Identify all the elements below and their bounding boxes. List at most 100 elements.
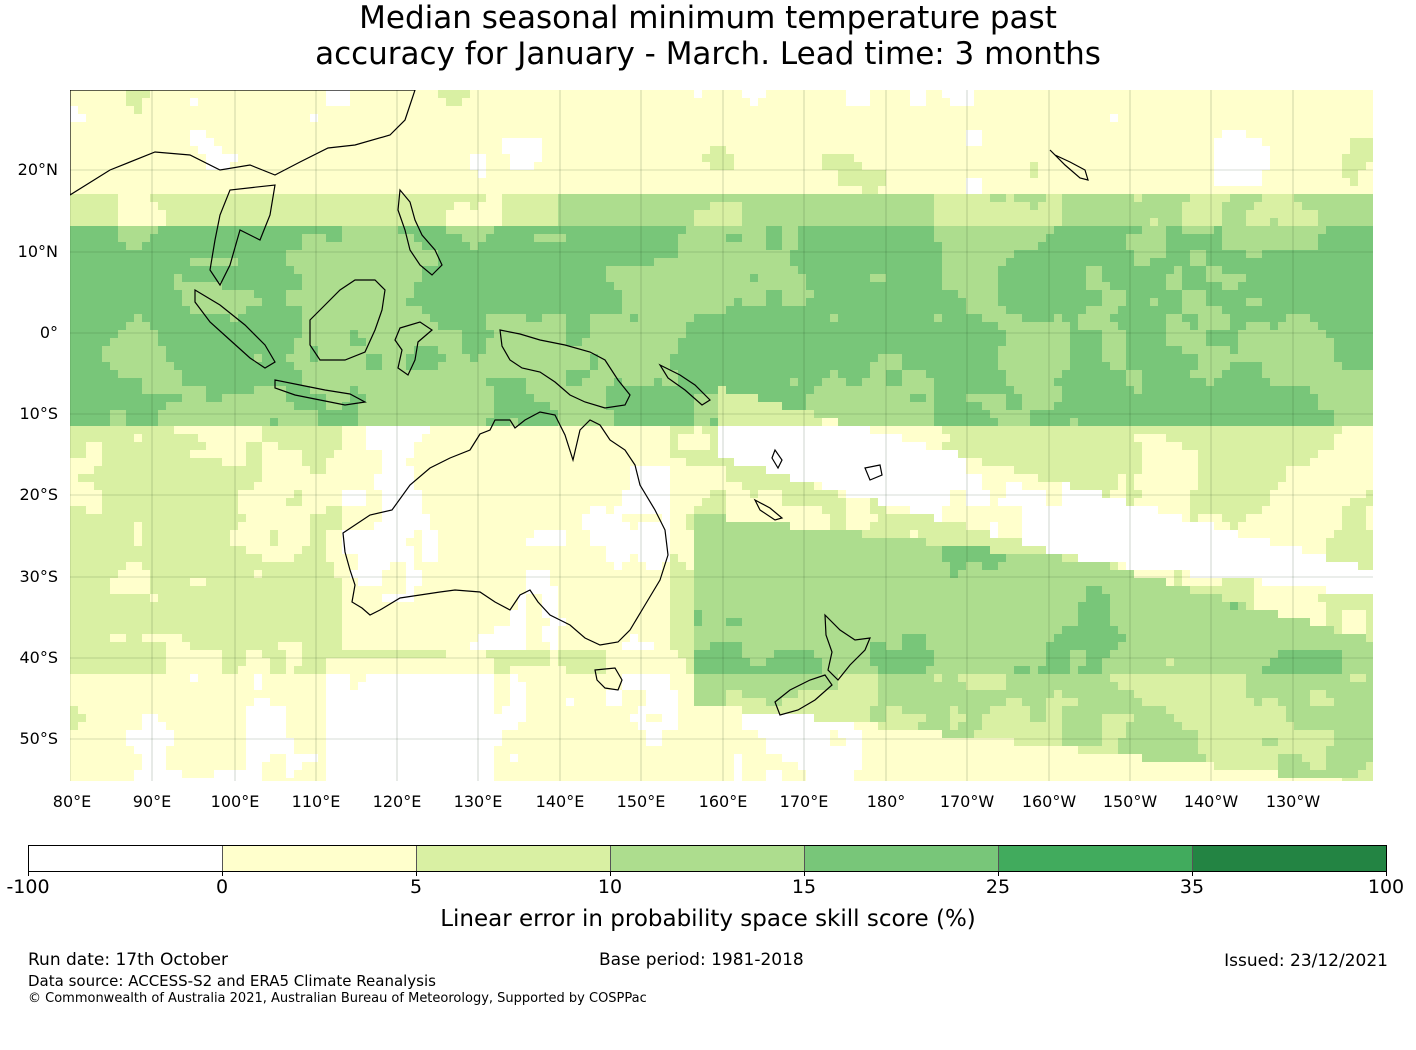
raster-cell [1126,90,1134,98]
raster-cell [966,242,974,250]
raster-cell [1166,250,1174,258]
raster-cell [70,298,78,306]
raster-cell [1230,210,1238,218]
raster-cell [766,322,774,330]
raster-cell [414,154,422,162]
raster-cell [134,130,142,138]
raster-cell [878,226,886,234]
raster-cell [830,90,838,98]
raster-cell [1318,202,1326,210]
raster-cell [1358,218,1366,226]
raster-cell [1262,106,1270,114]
raster-cell [1270,178,1278,186]
raster-cell [278,194,286,202]
raster-cell [1326,154,1334,162]
raster-cell [382,274,390,282]
raster-cell [78,146,86,154]
raster-cell [1094,194,1102,202]
raster-cell [414,250,422,258]
raster-cell [934,90,942,98]
raster-cell [894,258,902,266]
raster-cell [926,282,934,290]
raster-cell [822,98,830,106]
raster-cell [974,314,982,322]
raster-cell [294,282,302,290]
raster-cell [1350,178,1358,186]
raster-cell [1102,202,1110,210]
raster-cell [94,178,102,186]
raster-cell [1334,106,1342,114]
raster-cell [1302,122,1310,130]
raster-cell [470,170,478,178]
raster-cell [454,98,462,106]
raster-cell [150,186,158,194]
raster-cell [926,146,934,154]
raster-cell [862,210,870,218]
raster-cell [678,242,686,250]
raster-cell [1230,258,1238,266]
raster-cell [118,258,126,266]
raster-cell [422,282,430,290]
raster-cell [734,194,742,202]
raster-cell [734,234,742,242]
raster-cell [478,210,486,218]
raster-cell [158,138,166,146]
raster-cell [1198,178,1206,186]
raster-cell [1190,98,1198,106]
raster-cell [94,306,102,314]
raster-cell [1246,258,1254,266]
raster-cell [1014,306,1022,314]
raster-cell [870,330,878,338]
raster-cell [1358,162,1366,170]
raster-cell [886,314,894,322]
raster-cell [606,154,614,162]
raster-cell [846,178,854,186]
raster-cell [638,290,646,298]
raster-cell [1070,282,1078,290]
raster-cell [798,258,806,266]
raster-cell [558,218,566,226]
raster-cell [662,298,670,306]
raster-cell [1030,106,1038,114]
raster-cell [462,282,470,290]
raster-cell [302,330,310,338]
raster-cell [94,138,102,146]
raster-cell [278,266,286,274]
raster-cell [574,330,582,338]
raster-cell [654,258,662,266]
raster-cell [806,210,814,218]
raster-cell [246,226,254,234]
raster-cell [1238,106,1246,114]
raster-cell [1126,114,1134,122]
raster-cell [406,218,414,226]
raster-cell [1366,314,1373,322]
raster-cell [734,258,742,266]
raster-cell [102,122,110,130]
raster-cell [214,290,222,298]
raster-cell [1150,138,1158,146]
raster-cell [1054,314,1062,322]
raster-cell [422,210,430,218]
raster-cell [726,306,734,314]
raster-cell [710,130,718,138]
raster-cell [390,242,398,250]
raster-cell [638,258,646,266]
raster-cell [1134,202,1142,210]
raster-cell [1278,202,1286,210]
raster-cell [470,330,478,338]
raster-cell [1350,290,1358,298]
raster-cell [990,106,998,114]
raster-cell [1222,226,1230,234]
raster-cell [822,210,830,218]
raster-cell [582,170,590,178]
raster-cell [342,306,350,314]
raster-cell [542,122,550,130]
raster-cell [1038,90,1046,98]
raster-cell [1182,210,1190,218]
raster-cell [606,122,614,130]
raster-cell [190,314,198,322]
raster-cell [606,146,614,154]
raster-cell [606,250,614,258]
raster-cell [566,162,574,170]
raster-cell [950,106,958,114]
